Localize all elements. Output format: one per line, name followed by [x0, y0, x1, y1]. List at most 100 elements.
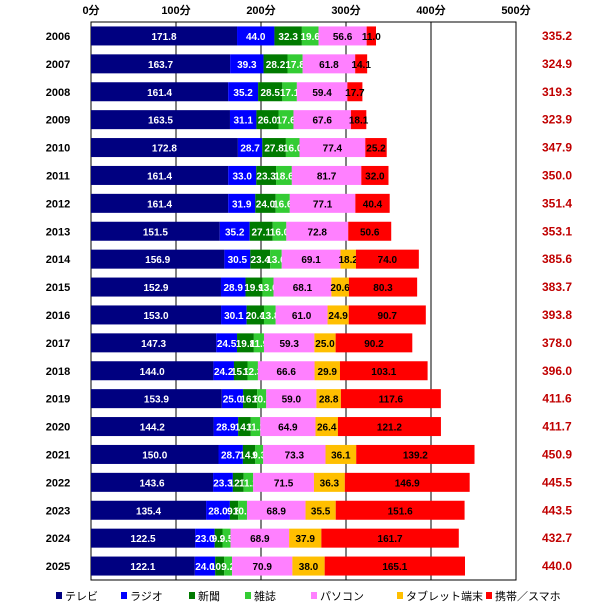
- bar-segment: [213, 417, 239, 437]
- year-label: 2006: [46, 31, 70, 43]
- total-label: 353.1: [542, 224, 572, 238]
- bar-segment: [91, 500, 207, 520]
- bar-segment: [249, 221, 273, 241]
- data-label: 77.4: [323, 144, 343, 155]
- data-label: 121.2: [377, 423, 402, 434]
- data-label: 26.0: [258, 116, 278, 127]
- data-label: 10.7: [252, 395, 272, 406]
- bar-segment: [224, 249, 251, 269]
- data-label: 23.3: [213, 478, 233, 489]
- bar-segment: [91, 305, 222, 325]
- data-label: 18.2: [338, 255, 358, 266]
- bar-segment: [91, 221, 220, 241]
- bar-segment: [91, 361, 214, 381]
- bar-segment: [318, 26, 367, 46]
- bar-segment: [229, 110, 257, 130]
- data-label: 19.8: [236, 339, 256, 350]
- bar-segment: [228, 82, 259, 102]
- bar-segment: [246, 500, 306, 520]
- bar-segment: [355, 54, 368, 74]
- bar-segment: [91, 556, 195, 576]
- data-label: 20.6: [330, 283, 350, 294]
- data-label: 39.3: [237, 60, 257, 71]
- bar-segment: [215, 556, 225, 576]
- bar-segment: [316, 389, 341, 409]
- data-label: 144.0: [140, 367, 165, 378]
- year-label: 2024: [46, 533, 71, 545]
- bar-segment: [348, 277, 418, 297]
- data-label: 68.9: [267, 506, 287, 517]
- bar-segment: [250, 249, 271, 269]
- data-label: 19.9: [244, 283, 264, 294]
- data-label: 18.1: [349, 116, 369, 127]
- total-label: 351.4: [542, 196, 572, 210]
- year-labels: 2006 2007 2008 2009 2010 2011 2012 2013 2014 2015…: [46, 31, 71, 573]
- bar-segment: [262, 138, 286, 158]
- bar-segment: [314, 333, 336, 353]
- data-label: 28.8: [319, 395, 339, 406]
- data-label: 11.0: [362, 32, 381, 43]
- bar-segment: [263, 54, 288, 74]
- data-label: 36.1: [331, 450, 351, 461]
- bar-segment: [221, 305, 247, 325]
- bar-segment: [232, 556, 293, 576]
- total-label: 396.0: [542, 364, 572, 378]
- data-label: 67.6: [312, 116, 332, 127]
- bar-segment: [91, 26, 238, 46]
- legend-swatch: [245, 592, 251, 599]
- data-label: 61.8: [319, 60, 339, 71]
- data-label: 33.0: [232, 171, 252, 182]
- bar-segment: [257, 361, 315, 381]
- data-label: 122.1: [130, 562, 155, 573]
- bar-segment: [287, 54, 303, 74]
- total-label: 411.6: [542, 392, 572, 406]
- data-label: 152.9: [143, 283, 168, 294]
- bar-segment: [91, 82, 229, 102]
- legend-swatch: [189, 592, 195, 599]
- data-label: 24.0: [195, 562, 215, 573]
- data-label: 19.6: [300, 32, 320, 43]
- data-label: 161.4: [147, 199, 172, 210]
- bar-segment: [282, 82, 297, 102]
- bar-segment: [237, 138, 263, 158]
- data-label: 30.1: [224, 311, 244, 322]
- data-label: 9.3: [252, 450, 266, 461]
- bar-segment: [91, 138, 238, 158]
- total-label: 324.9: [542, 57, 572, 71]
- bar-segment: [340, 249, 356, 269]
- legend-swatch: [311, 592, 317, 599]
- bar-segment: [228, 193, 256, 213]
- x-axis-ticks: 0分 100分 200分 300分 400分 500分: [82, 3, 530, 17]
- bar-segment: [266, 389, 317, 409]
- bar-segment: [222, 528, 231, 548]
- data-label: 28.7: [240, 144, 260, 155]
- data-label: 36.3: [320, 478, 340, 489]
- data-label: 35.2: [233, 88, 253, 99]
- year-label: 2009: [46, 115, 70, 127]
- year-label: 2025: [46, 561, 70, 573]
- data-label: 40.4: [363, 199, 383, 210]
- data-label: 28.9: [216, 423, 236, 434]
- bar-segment: [355, 193, 390, 213]
- data-label: 161.4: [147, 171, 172, 182]
- data-label: 28.7: [221, 450, 241, 461]
- total-label: 323.9: [542, 113, 572, 127]
- data-label: 147.3: [141, 339, 166, 350]
- data-label: 23.0: [195, 534, 215, 545]
- data-label: 66.6: [277, 367, 297, 378]
- bar-segment: [243, 472, 254, 492]
- year-label: 2007: [46, 59, 70, 71]
- bar-segment: [356, 444, 475, 464]
- bar-segment: [238, 417, 251, 437]
- x-tick-label: 400分: [416, 3, 445, 17]
- data-label: 71.5: [274, 478, 294, 489]
- bar-segment: [219, 221, 250, 241]
- year-label: 2018: [46, 366, 70, 378]
- bar-segment: [258, 82, 283, 102]
- data-label: 73.3: [285, 450, 305, 461]
- data-label: 139.2: [403, 450, 428, 461]
- bar-segment: [256, 110, 279, 130]
- data-label: 17.1: [280, 88, 300, 99]
- data-label: 144.2: [140, 423, 165, 434]
